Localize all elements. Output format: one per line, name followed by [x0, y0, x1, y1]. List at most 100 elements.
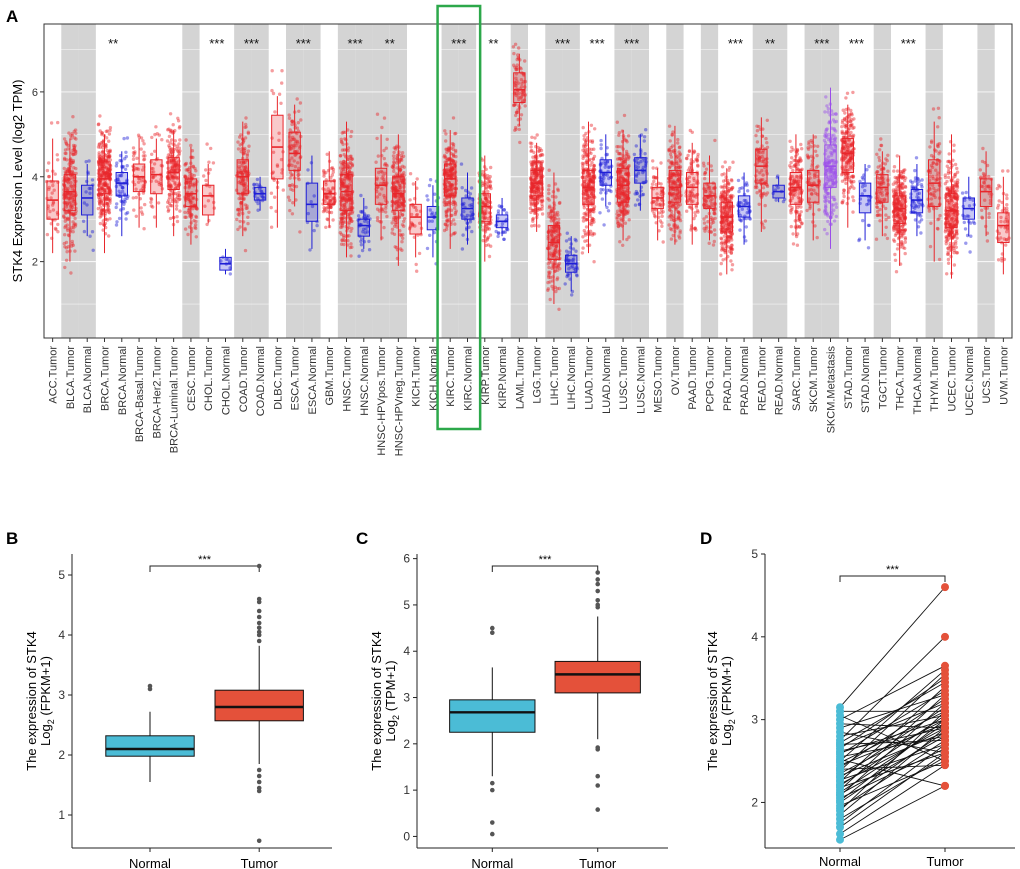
jitter-point	[56, 230, 60, 234]
jitter-point	[291, 201, 295, 205]
jitter-point	[176, 150, 181, 154]
jitter-point	[350, 226, 354, 231]
jitter-point	[400, 240, 404, 244]
jitter-point	[74, 149, 78, 153]
jitter-point	[99, 214, 103, 218]
jitter-point	[167, 145, 172, 150]
box-body	[132, 163, 146, 193]
jitter-point	[65, 174, 69, 179]
jitter-point	[669, 209, 674, 214]
jitter-point	[107, 208, 111, 212]
jitter-point	[557, 217, 561, 221]
jitter-point	[243, 248, 248, 253]
jitter-point	[592, 147, 596, 151]
jitter-point	[816, 144, 820, 148]
shade-band	[666, 24, 684, 338]
jitter-point	[460, 247, 465, 251]
jitter-point	[554, 265, 559, 269]
jitter-point	[243, 125, 247, 130]
jitter-point	[709, 230, 713, 234]
jitter-point	[99, 208, 104, 213]
jitter-point	[808, 203, 812, 207]
jitter-point	[669, 155, 674, 159]
jitter-point	[711, 220, 716, 224]
jitter-point	[67, 177, 71, 181]
panel-letter-d: D	[700, 529, 712, 548]
jitter-point	[106, 186, 110, 190]
jitter-point	[581, 246, 585, 250]
jitter-point	[68, 195, 73, 200]
jitter-point	[341, 213, 345, 217]
jitter-point	[721, 179, 726, 183]
jitter-point	[98, 221, 103, 226]
jitter-point	[592, 220, 596, 224]
jitter-point	[540, 212, 545, 216]
panel-a-chart: 246 ACC.Tumor BLCA.Tumor BLCA.Normal BRCA.T…	[10, 4, 1013, 456]
jitter-point	[69, 205, 73, 209]
jitter-point	[729, 187, 733, 192]
jitter-point	[133, 150, 137, 154]
jitter-point	[487, 185, 492, 190]
jitter-point	[393, 218, 397, 222]
jitter-point	[63, 225, 67, 230]
jitter-point	[66, 186, 70, 191]
jitter-point	[556, 187, 560, 191]
jitter-point	[106, 155, 110, 159]
jitter-point	[619, 210, 623, 214]
jitter-point	[394, 245, 399, 250]
jitter-point	[400, 164, 405, 168]
jitter-point	[177, 126, 182, 130]
jitter-point	[582, 215, 586, 220]
jitter-point	[108, 126, 113, 130]
jitter-point	[486, 189, 490, 194]
jitter-point	[556, 268, 560, 272]
jitter-point	[64, 246, 69, 250]
jitter-point	[100, 174, 104, 179]
jitter-point	[108, 197, 112, 201]
jitter-point	[415, 269, 419, 273]
jitter-point	[325, 217, 329, 221]
jitter-point	[69, 271, 73, 275]
jitter-point	[142, 142, 146, 146]
jitter-point	[678, 166, 682, 170]
jitter-point	[489, 244, 493, 248]
jitter-point	[186, 232, 190, 237]
jitter-point	[287, 113, 291, 117]
jitter-point	[64, 205, 69, 209]
jitter-point	[67, 200, 71, 204]
jitter-point	[703, 176, 707, 181]
jitter-point	[761, 186, 766, 190]
jitter-point	[667, 215, 671, 219]
jitter-point	[295, 97, 299, 101]
jitter-point	[530, 135, 534, 139]
jitter-point	[63, 216, 67, 221]
jitter-point	[453, 211, 458, 215]
jitter-point	[65, 170, 69, 174]
jitter-point	[87, 159, 91, 163]
jitter-point	[49, 121, 54, 125]
jitter-point	[635, 192, 639, 196]
jitter-point	[104, 166, 109, 170]
jitter-point	[62, 233, 67, 237]
jitter-point	[202, 174, 206, 178]
jitter-point	[296, 173, 300, 177]
jitter-point	[107, 167, 111, 171]
jitter-point	[47, 187, 51, 192]
jitter-point	[357, 254, 361, 258]
jitter-point	[236, 147, 241, 151]
jitter-point	[710, 168, 714, 173]
jitter-point	[279, 101, 283, 106]
jitter-point	[290, 212, 295, 216]
jitter-point	[69, 200, 73, 205]
shade-band	[821, 24, 840, 338]
jitter-point	[175, 219, 180, 224]
jitter-point	[350, 211, 354, 215]
jitter-point	[709, 164, 713, 168]
jitter-point	[592, 232, 597, 236]
jitter-point	[106, 172, 110, 176]
jitter-point	[470, 229, 474, 234]
jitter-point	[653, 214, 657, 218]
jitter-point	[554, 195, 558, 199]
jitter-point	[70, 242, 75, 246]
jitter-point	[607, 201, 612, 206]
